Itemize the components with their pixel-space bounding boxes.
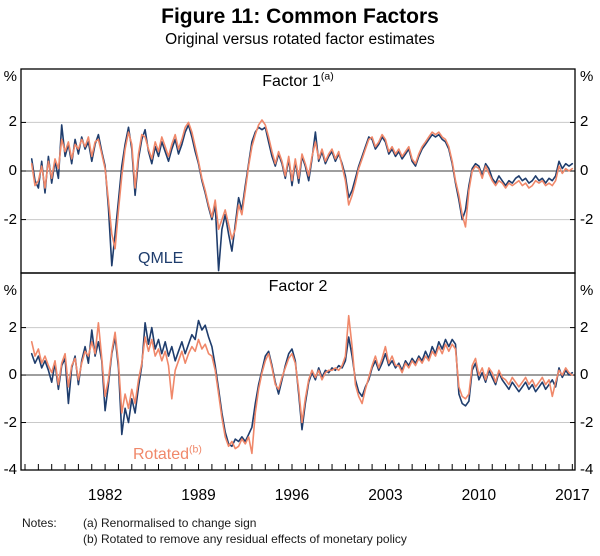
panel2-ylabel-right: % <box>580 282 594 299</box>
panel2-title: Factor 2 <box>268 278 328 295</box>
figure-subtitle: Original versus rotated factor estimates <box>165 31 435 48</box>
note-a: (a) Renormalised to change sign <box>83 516 257 530</box>
qmle-series-label: QMLE <box>138 250 184 267</box>
panel1-title: Factor 1(a) <box>262 70 334 90</box>
x-tick-label: 2010 <box>461 487 497 504</box>
x-tick-label: 2017 <box>555 487 590 504</box>
y-tick-label: 0 <box>8 162 17 179</box>
notes-text: (a) Renormalised to change sign (b) Rota… <box>83 516 407 547</box>
x-tick-label: 2003 <box>368 487 403 504</box>
rotated-series-label: Rotated(b) <box>133 443 202 463</box>
series-qmle-panel1 <box>30 124 574 272</box>
panel-border <box>20 272 576 471</box>
y-tick-label: 0 <box>580 366 589 384</box>
y-tick-label: -2 <box>3 210 17 228</box>
series-qmle-panel2 <box>30 319 574 448</box>
rotated-label-superscript: (b) <box>189 443 202 456</box>
note-b: (b) Rotated to remove any residual effec… <box>83 531 407 546</box>
series-rotated-panel1 <box>30 119 574 250</box>
x-tick-label: 1996 <box>274 487 310 504</box>
y-tick-label: 2 <box>580 113 589 131</box>
panel1-ylabel-left: % <box>3 68 17 85</box>
y-tick-label: -2 <box>580 413 594 431</box>
y-tick-label: 2 <box>580 318 589 336</box>
series-rotated-panel2 <box>30 314 574 455</box>
notes-label: Notes: <box>22 516 57 530</box>
x-tick-label: 1982 <box>87 487 123 504</box>
y-tick-label: 2 <box>8 113 17 131</box>
y-tick-label: -2 <box>3 413 17 431</box>
y-tick-label: 2 <box>8 318 17 336</box>
y-tick-label: 0 <box>580 162 589 179</box>
panel2-ylabel-left: % <box>3 282 17 299</box>
y-tick-label: -4 <box>3 461 17 478</box>
panel1-title-superscript: (a) <box>320 70 334 83</box>
y-tick-label: -4 <box>580 461 594 478</box>
y-tick-label: -2 <box>580 210 594 228</box>
panel1-ylabel-right: % <box>580 68 594 85</box>
figure-title: Figure 11: Common Factors <box>161 5 439 28</box>
y-tick-label: 0 <box>8 366 17 384</box>
x-tick-label: 1989 <box>181 487 216 504</box>
